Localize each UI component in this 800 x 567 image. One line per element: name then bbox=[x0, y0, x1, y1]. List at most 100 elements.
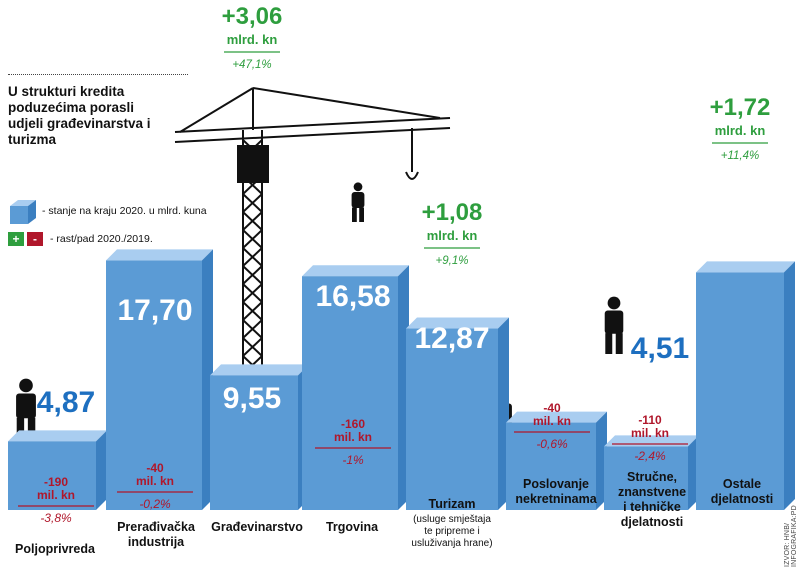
change-unit-label: mil. kn bbox=[37, 488, 75, 502]
bar bbox=[406, 328, 498, 510]
scientist-icon bbox=[604, 296, 624, 354]
bar-top bbox=[696, 261, 795, 273]
change-percent-label: -2,4% bbox=[634, 449, 666, 463]
change-unit-label: mil. kn bbox=[334, 430, 372, 444]
crane-icon bbox=[174, 87, 451, 375]
crane-tie bbox=[252, 87, 441, 119]
legend-plus-chip: + bbox=[8, 232, 24, 246]
change-percent-label: +11,4% bbox=[721, 150, 759, 162]
crane-brace bbox=[242, 283, 263, 303]
person-leg-icon bbox=[605, 333, 613, 354]
person-leg-icon bbox=[359, 207, 364, 222]
change-amount-label: -40 bbox=[146, 461, 164, 475]
bar-top bbox=[302, 265, 409, 277]
person-body-icon bbox=[351, 192, 365, 208]
person-head-icon bbox=[607, 296, 621, 310]
category-label: i tehničke bbox=[623, 500, 681, 514]
change-percent-label: +47,1% bbox=[232, 59, 271, 71]
bar-group bbox=[302, 265, 409, 510]
change-percent-label: +9,1% bbox=[436, 255, 469, 267]
value-label: 4,87 bbox=[37, 386, 95, 419]
category-note: te pripreme i bbox=[424, 526, 480, 537]
crane-brace bbox=[242, 265, 263, 285]
bar-top bbox=[506, 411, 607, 423]
bar bbox=[106, 260, 202, 510]
change-amount-label: -110 bbox=[638, 413, 662, 427]
source-note: IZVOR: HNB/ INFOGRAFIKA:PD bbox=[784, 505, 798, 567]
bar bbox=[210, 375, 298, 510]
category-note: (usluge smještaja bbox=[413, 514, 491, 525]
legend-minus-chip: - bbox=[27, 232, 43, 246]
bar bbox=[506, 422, 596, 510]
category-label: Stručne, bbox=[627, 470, 677, 484]
value-label: 12,87 bbox=[414, 322, 489, 355]
change-unit-label: mil. kn bbox=[533, 414, 571, 428]
category-label: Trgovina bbox=[326, 520, 379, 534]
crane-brace bbox=[242, 193, 263, 213]
legend-change-label: - rast/pad 2020./2019. bbox=[50, 233, 153, 245]
legend-cube-icon bbox=[10, 200, 36, 224]
change-amount-label: +1,08 bbox=[422, 199, 483, 226]
bar bbox=[8, 441, 96, 510]
category-label: Poslovanje bbox=[523, 477, 589, 491]
category-label: znanstvene bbox=[618, 485, 686, 499]
shop-cashier-icon bbox=[351, 182, 365, 222]
category-label: industrija bbox=[128, 535, 185, 549]
bar-group bbox=[604, 435, 699, 510]
crane-jib bbox=[174, 127, 451, 143]
person-head-icon bbox=[19, 378, 33, 393]
chart-title: U strukturi kredita poduzećima porasli u… bbox=[8, 84, 151, 147]
person-body-icon bbox=[16, 393, 36, 419]
crane-brace bbox=[242, 301, 263, 321]
legend-stock-label: - stanje na kraju 2020. u mlrd. kuna bbox=[42, 205, 207, 217]
category-label: Ostale bbox=[723, 477, 761, 491]
bar-group bbox=[210, 364, 309, 510]
crane-hook-icon bbox=[405, 171, 419, 180]
category-label: Građevinarstvo bbox=[211, 520, 303, 534]
legend-change: + - - rast/pad 2020./2019. bbox=[8, 232, 153, 246]
crane-brace bbox=[242, 247, 263, 267]
crane-brace bbox=[242, 211, 263, 231]
change-percent-label: -3,8% bbox=[40, 511, 72, 525]
legend-stock: - stanje na kraju 2020. u mlrd. kuna bbox=[8, 198, 207, 224]
value-label: 6,20 bbox=[523, 344, 581, 377]
person-leg-icon bbox=[27, 417, 36, 440]
bar-top bbox=[210, 364, 309, 376]
change-unit-label: mil. kn bbox=[631, 426, 669, 440]
person-head-icon bbox=[353, 182, 363, 192]
bar-side bbox=[784, 261, 795, 510]
change-unit-label: mlrd. kn bbox=[427, 228, 478, 243]
category-label: Poljoprivreda bbox=[15, 542, 96, 556]
crane-tie bbox=[179, 87, 254, 133]
bar-group bbox=[106, 249, 213, 510]
crane-cabin bbox=[237, 145, 269, 183]
change-amount-label: -40 bbox=[543, 401, 561, 415]
title-rule bbox=[8, 74, 188, 75]
bar-top bbox=[8, 430, 107, 442]
bar-top bbox=[106, 249, 213, 261]
change-amount-label: -190 bbox=[44, 475, 68, 489]
bar bbox=[696, 272, 784, 510]
crane-brace bbox=[242, 229, 263, 249]
change-percent-label: -0,6% bbox=[536, 437, 568, 451]
bar-group bbox=[8, 430, 107, 510]
bar bbox=[302, 276, 398, 510]
category-label: djelatnosti bbox=[621, 515, 684, 529]
person-leg-icon bbox=[352, 207, 357, 222]
bar-top bbox=[406, 317, 509, 329]
value-label: 17,70 bbox=[117, 294, 192, 327]
bar-group bbox=[506, 411, 607, 510]
change-unit-label: mil. kn bbox=[136, 474, 174, 488]
crane-jib bbox=[174, 117, 451, 133]
value-label: 16,85 bbox=[702, 226, 777, 259]
category-label: nekretninama bbox=[515, 492, 597, 506]
value-label: 4,51 bbox=[631, 332, 689, 365]
person-leg-icon bbox=[16, 417, 25, 440]
farmer-icon bbox=[16, 378, 36, 440]
crane-brace bbox=[242, 319, 263, 339]
category-label: Prerađivačka bbox=[117, 520, 196, 534]
change-percent-label: -1% bbox=[342, 453, 364, 467]
change-amount-label: -160 bbox=[341, 417, 365, 431]
